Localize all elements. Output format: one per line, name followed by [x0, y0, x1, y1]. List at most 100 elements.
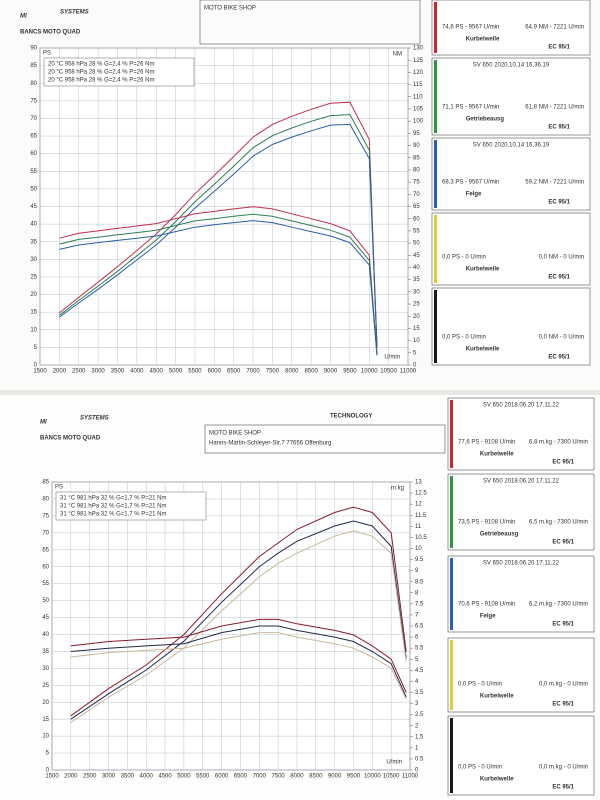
panel-position: Kurbelwelle — [480, 694, 514, 700]
x-tick-label: 9000 — [328, 774, 342, 780]
y-tick-label: 15 — [30, 310, 37, 316]
plot-area — [51, 481, 411, 771]
panel-color-bar — [450, 558, 453, 630]
x-tick-label: 6000 — [208, 369, 222, 375]
y-tick-label: 30 — [42, 666, 49, 672]
panel-position: Felge — [480, 614, 496, 620]
panel-fuel: EC 95/1 — [548, 45, 570, 51]
x-tick-label: 6000 — [215, 774, 229, 780]
logo-brand: SYSTEMS — [60, 10, 89, 16]
y-tick-label: 50 — [42, 598, 49, 604]
y2-tick-label: 70 — [413, 192, 420, 198]
panel-stat: 0,0 PS - 0 U/min — [458, 682, 502, 688]
x-tick-label: 6500 — [227, 369, 241, 375]
y-tick-label: 35 — [30, 239, 37, 245]
y-tick-label: 10 — [42, 734, 49, 740]
data-line — [59, 123, 378, 348]
y2-tick-label: 7 — [415, 613, 419, 619]
panel-fuel: EC 95/1 — [548, 275, 570, 281]
y-tick-label: 40 — [30, 222, 37, 228]
y2-tick-label: 75 — [413, 180, 420, 186]
y2-tick-label: 50 — [413, 241, 420, 247]
x-tick-label: 10500 — [380, 369, 397, 375]
x-tick-label: 3000 — [91, 369, 105, 375]
y2-tick-label: 110 — [413, 94, 423, 100]
y2-tick-label: 130 — [413, 46, 424, 52]
x-tick-label: 2000 — [53, 369, 67, 375]
panel-stat: 68,3 PS - 9567 U/min — [442, 180, 499, 186]
panel-stat: 0,0 NM - 0 U/min — [539, 335, 584, 341]
y2-tick-label: 90 — [413, 143, 420, 149]
panel — [431, 287, 591, 366]
y2-tick-label: 13 — [415, 480, 422, 486]
x-tick-label: 5500 — [196, 774, 210, 780]
y-tick-label: 85 — [30, 63, 37, 69]
y-tick-label: 80 — [42, 497, 49, 503]
panel-fuel: EC 95/1 — [548, 355, 570, 361]
y-tick-label: 30 — [30, 257, 37, 263]
data-line — [59, 206, 378, 356]
legend-row: 20 °C 958 hPa 28 % G=2,4 % P=26 Nm — [48, 78, 154, 84]
y-tick-label: 70 — [42, 530, 49, 536]
logo-tagline: BANCS MOTO QUAD — [40, 436, 101, 442]
legend-row: 20 °C 958 hPa 28 % G=2,4 % P=26 Nm — [48, 70, 154, 76]
y2-tick-label: 1.5 — [415, 734, 424, 740]
x-tick-label: 10500 — [383, 774, 400, 780]
panel-stat: 6,8 m.kg - 7300 U/min — [529, 440, 588, 446]
panel-title: SV 650 2018.06.20 17.11.22 — [483, 403, 560, 409]
y2-tick-label: 2 — [415, 723, 419, 729]
y2-tick-label: 15 — [413, 326, 420, 332]
panel-position: Kurbelwelle — [466, 347, 500, 353]
data-line — [70, 618, 407, 693]
y2-tick-label: 100 — [413, 119, 424, 125]
header-box — [199, 0, 421, 45]
x-tick-label: 7000 — [246, 369, 260, 375]
y-tick-label: 85 — [42, 480, 49, 486]
y2-tick-label: 6 — [415, 635, 419, 641]
panel-title: SV 650 2018.06.20 17.11.22 — [483, 561, 560, 567]
y-axis-label: PS — [55, 485, 63, 491]
panel-position: Getriebeausg — [466, 117, 505, 123]
x-tick-label: 8500 — [304, 369, 318, 375]
y-tick-label: 40 — [42, 632, 49, 638]
y2-tick-label: 12.5 — [415, 491, 427, 497]
x-tick-label: 7500 — [271, 774, 285, 780]
x-tick-label: 4500 — [150, 369, 164, 375]
y-tick-label: 65 — [42, 547, 49, 553]
y-tick-label: 25 — [30, 275, 37, 281]
x-tick-label: 3500 — [111, 369, 125, 375]
y2-tick-label: 8.5 — [415, 579, 424, 585]
legend-row: 31 °C 981 hPa 32 % G=1,7 % P=21 Nm — [60, 496, 166, 502]
y2-tick-label: 5 — [413, 350, 417, 356]
y2-tick-label: 11.5 — [415, 513, 427, 519]
y2-tick-label: 125 — [413, 58, 424, 64]
panel-stat: 59,2 NM - 7221 U/min — [525, 180, 584, 186]
y2-tick-label: 8 — [415, 590, 419, 596]
x-tick-label: 8000 — [285, 369, 299, 375]
y-tick-label: 70 — [30, 116, 37, 122]
y2-tick-label: 80 — [413, 168, 420, 174]
panel-color-bar — [434, 60, 437, 133]
logo-mark: MI — [40, 420, 47, 426]
y-tick-label: 5 — [46, 751, 50, 757]
y2-axis-label: NM — [393, 52, 402, 58]
x-tick-label: 10000 — [361, 369, 378, 375]
panel-fuel: EC 95/1 — [552, 540, 574, 546]
panel-color-bar — [450, 400, 453, 468]
x-tick-label: 4000 — [140, 774, 154, 780]
data-line — [59, 220, 378, 356]
y2-tick-label: 0 — [415, 768, 419, 774]
panel-position: Kurbelwelle — [480, 452, 514, 458]
y-tick-label: 5 — [34, 345, 38, 351]
panel-position: Getriebeausg — [480, 532, 519, 538]
y-tick-label: 20 — [42, 700, 49, 706]
x-tick-label: 11000 — [400, 369, 417, 375]
header-box — [204, 424, 446, 454]
y2-tick-label: 60 — [413, 216, 420, 222]
panel-stat: 0,0 NM - 0 U/min — [539, 255, 584, 261]
panel-fuel: EC 95/1 — [552, 622, 574, 628]
y-tick-label: 60 — [30, 151, 37, 157]
x-tick-label: 5000 — [177, 774, 191, 780]
y2-tick-label: 4 — [415, 679, 419, 685]
panel — [431, 137, 591, 211]
